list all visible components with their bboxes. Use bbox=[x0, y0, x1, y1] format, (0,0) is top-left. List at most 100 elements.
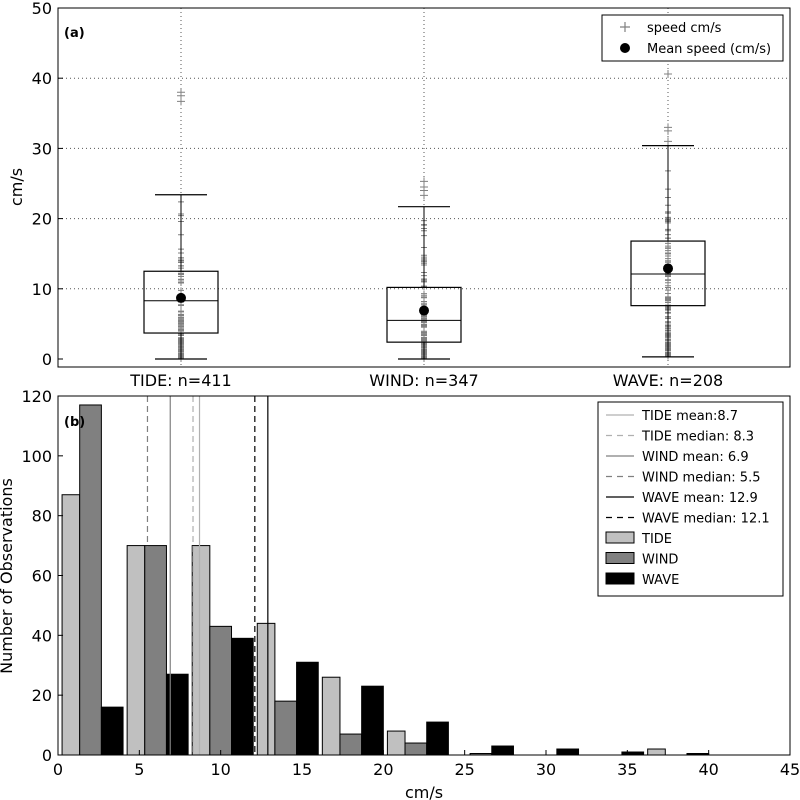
histogram-panel: 0 20 40 60 80 100 120 0 5 10 15 20 25 30 35 40 45 Number… bbox=[0, 387, 800, 800]
speed-point bbox=[178, 312, 184, 319]
histogram-bar-wave bbox=[361, 685, 384, 756]
histogram-x-tick-label: 10 bbox=[210, 760, 230, 779]
speed-point bbox=[421, 290, 427, 297]
boxplot-panel-label: (a) bbox=[64, 26, 85, 41]
boxplot-y-tick-label: 20 bbox=[32, 210, 52, 229]
histogram-bar-wave bbox=[100, 706, 124, 756]
histogram-bar-wave bbox=[491, 745, 514, 756]
histogram-bar-wave bbox=[231, 637, 254, 756]
histogram-legend-label: TIDE bbox=[641, 532, 672, 547]
histogram-bar-tide bbox=[126, 545, 146, 756]
histogram-bar-tide bbox=[321, 676, 341, 756]
histogram-x-tick-label: 0 bbox=[53, 760, 63, 779]
boxplot-y-axis-label: cm/s bbox=[7, 168, 26, 206]
histogram-y-tick-label: 0 bbox=[42, 746, 52, 765]
histogram-legend-label: WIND mean: 6.9 bbox=[642, 450, 749, 465]
speed-point bbox=[178, 276, 184, 283]
histogram-bar-wind bbox=[79, 404, 102, 756]
boxplot-y-tick-label: 40 bbox=[32, 69, 52, 88]
histogram-y-tick-label: 20 bbox=[32, 686, 52, 705]
histogram-y-tick-label: 60 bbox=[32, 567, 52, 586]
boxplot-legend: speed cm/s Mean speed (cm/s) bbox=[601, 14, 784, 62]
boxplot-category-label: TIDE: n=411 bbox=[129, 371, 231, 390]
boxplot-y-tick-label: 0 bbox=[42, 350, 52, 369]
boxplot-category-label: WIND: n=347 bbox=[369, 371, 478, 390]
outlier-point bbox=[420, 177, 428, 186]
boxplot-legend-label: speed cm/s bbox=[647, 21, 722, 36]
boxplot-panel: 0 10 20 30 40 50 TIDE: n=411 WIND: n=347 WAVE: n… bbox=[7, 0, 791, 390]
boxplot-frame bbox=[57, 7, 791, 368]
histogram-legend-label: WAVE median: 12.1 bbox=[642, 512, 770, 527]
outlier-point bbox=[664, 137, 672, 146]
boxplot-y-tick-label: 50 bbox=[32, 0, 52, 18]
histogram-bar-wind bbox=[404, 742, 428, 756]
histogram-bar-wind bbox=[274, 700, 298, 756]
legend-bar-swatch bbox=[605, 552, 635, 564]
box-iqr bbox=[143, 270, 219, 334]
speed-point bbox=[665, 245, 671, 252]
histogram-bar-tide bbox=[191, 545, 211, 756]
speed-point bbox=[665, 250, 671, 257]
histogram-x-tick-label: 20 bbox=[373, 760, 393, 779]
legend-bar-swatch bbox=[605, 531, 635, 544]
histogram-legend-label: WIND bbox=[642, 553, 678, 568]
histogram-bar-wind bbox=[339, 733, 363, 756]
outlier-point bbox=[664, 123, 672, 132]
legend-dot-marker bbox=[620, 43, 630, 53]
histogram-legend-label: TIDE median: 8.3 bbox=[641, 430, 754, 445]
histogram-x-tick-label: 45 bbox=[780, 760, 800, 779]
boxplot-legend-box bbox=[601, 14, 784, 62]
speed-point bbox=[178, 320, 184, 327]
speed-point bbox=[665, 293, 671, 300]
mean-marker bbox=[176, 292, 186, 303]
histogram-bar-wave bbox=[556, 748, 580, 756]
histogram-legend-label: WIND median: 5.5 bbox=[642, 471, 760, 486]
boxplot-marks bbox=[143, 69, 706, 362]
histogram-y-tick-label: 80 bbox=[32, 507, 52, 526]
speed-point bbox=[178, 287, 184, 294]
speed-point bbox=[421, 329, 427, 336]
histogram-bar-wave bbox=[426, 721, 449, 756]
histogram-x-tick-label: 15 bbox=[292, 760, 312, 779]
histogram-y-tick-label: 100 bbox=[21, 447, 52, 466]
histogram-x-axis-label: cm/s bbox=[405, 783, 443, 800]
histogram-bar-tide bbox=[256, 622, 276, 756]
histogram-y-axis-label: Number of Observations bbox=[0, 478, 16, 674]
boxplot-legend-label: Mean speed (cm/s) bbox=[647, 42, 771, 57]
boxplot-y-tick-label: 10 bbox=[32, 280, 52, 299]
box-iqr bbox=[630, 240, 706, 307]
histogram-x-tick-label: 35 bbox=[617, 760, 637, 779]
histogram-y-tick-label: 40 bbox=[32, 626, 52, 645]
histogram-legend-label: WAVE bbox=[642, 573, 679, 588]
histogram-ticks: 0 20 40 60 80 100 120 0 5 10 15 20 25 30 35 40 45 bbox=[21, 387, 800, 779]
speed-point bbox=[421, 323, 427, 330]
histogram-x-tick-label: 40 bbox=[698, 760, 718, 779]
legend-plus-marker bbox=[620, 22, 630, 32]
histogram-bar-wind bbox=[209, 625, 233, 756]
box-iqr bbox=[386, 286, 462, 343]
histogram-legend-label: WAVE mean: 12.9 bbox=[642, 491, 758, 506]
histogram-bars bbox=[61, 404, 710, 756]
boxplot-category-label: WAVE: n=208 bbox=[613, 371, 723, 390]
histogram-x-tick-label: 25 bbox=[454, 760, 474, 779]
histogram-legend-label: TIDE mean:8.7 bbox=[641, 409, 738, 424]
boxplot-y-tick-label: 30 bbox=[32, 139, 52, 158]
histogram-bar-tide bbox=[647, 748, 666, 756]
legend-bar-swatch bbox=[605, 572, 635, 585]
outlier-point bbox=[177, 88, 185, 97]
outlier-point bbox=[664, 69, 672, 78]
histogram-bar-wave bbox=[296, 661, 319, 756]
mean-marker bbox=[419, 305, 429, 316]
speed-point bbox=[665, 287, 671, 294]
boxplot-ticks: 0 10 20 30 40 50 TIDE: n=411 WIND: n=347 WAVE: n… bbox=[32, 0, 724, 390]
histogram-bar-tide bbox=[386, 730, 406, 756]
histogram-x-tick-label: 5 bbox=[134, 760, 144, 779]
histogram-x-tick-label: 30 bbox=[536, 760, 556, 779]
histogram-legend: TIDE mean:8.7 TIDE median: 8.3 WIND mean: … bbox=[597, 401, 784, 597]
mean-marker bbox=[663, 263, 673, 274]
histogram-y-tick-label: 120 bbox=[21, 387, 52, 406]
histogram-panel-label: (b) bbox=[64, 415, 85, 430]
histogram-bar-tide bbox=[61, 494, 81, 756]
histogram-reference-lines bbox=[146, 396, 269, 755]
